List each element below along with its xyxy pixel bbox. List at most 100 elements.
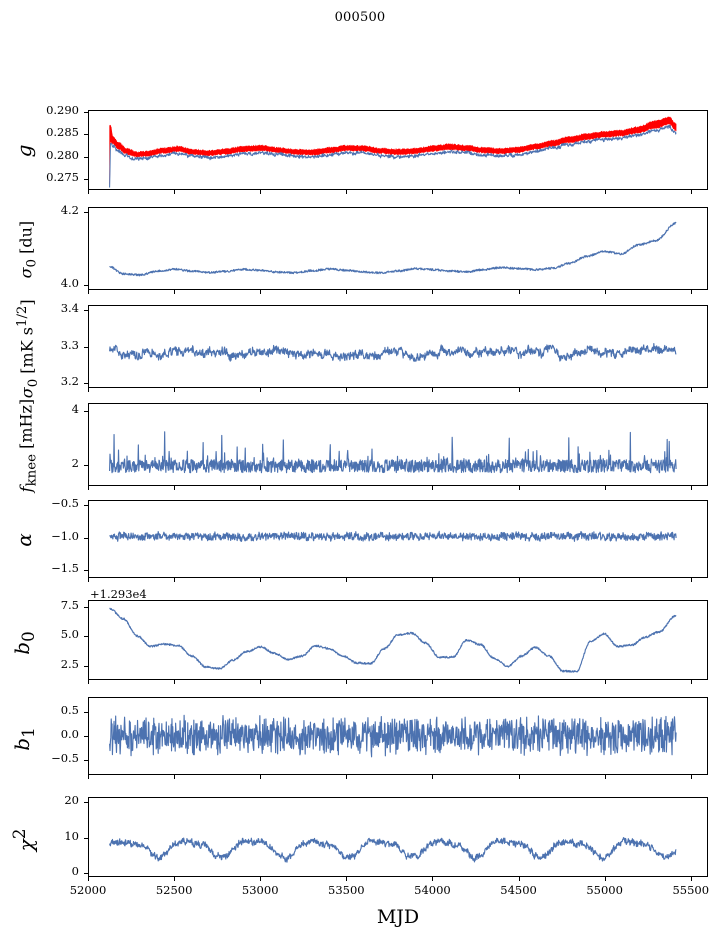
x-tick-mark [346,290,348,294]
y-tick-mark [84,636,88,638]
x-tick-mark [174,775,176,779]
y-axis-label-f-knee-mhz-: fknee [mHz] [16,398,40,492]
y-tick-mark [84,382,88,384]
y-tick-mark [84,411,88,413]
x-tick-mark [604,775,606,779]
x-tick-mark [690,775,692,779]
x-tick-mark [690,680,692,684]
x-tick-mark [604,190,606,194]
x-tick-mark [88,578,89,582]
x-tick-mark [174,190,176,194]
y-tick-label: 0.5 [60,703,79,718]
y-tick-label: 5.0 [60,627,79,642]
y-tick-label: −1.0 [51,528,79,543]
x-tick-mark [432,486,434,490]
y-tick-label: 0.290 [46,103,79,118]
y-tick-mark [84,837,88,839]
x-tick-mark [690,578,692,582]
x-tick-mark [346,578,348,582]
y-tick-label: 4.2 [60,203,79,218]
x-tick-mark [690,877,692,881]
figure-title: 000500 [334,10,386,25]
y-tick-mark [84,464,88,466]
x-tick-mark [604,388,606,392]
y-axis-label-b-1: b1 [10,727,38,751]
y-tick-mark [84,712,88,714]
x-tick-mark [260,578,262,582]
x-tick-label: 54500 [500,883,537,897]
x-tick-mark [432,775,434,779]
x-tick-mark [432,290,434,294]
y-tick-label: 0 [71,863,79,878]
y-tick-label: −1.5 [51,561,79,576]
x-tick-labels: 52000 52500 53000 53500 54000 54500 55000 55500 [0,883,720,901]
x-tick-mark [260,290,262,294]
x-tick-mark [346,486,348,490]
plot-panel-f-knee-mhz- [88,403,708,486]
x-tick-mark [690,388,692,392]
y-tick-label: 2 [71,455,79,470]
x-tick-mark [604,578,606,582]
x-tick-label: 54000 [414,883,451,897]
x-tick-mark [432,190,434,194]
x-tick-mark [432,388,434,392]
y-tick-mark [84,212,88,214]
x-tick-mark [518,578,520,582]
y-tick-label: 7.5 [60,598,79,613]
plot-panel-b-0 [88,600,708,680]
y-tick-mark [84,156,88,158]
x-tick-mark [518,877,520,881]
y-tick-mark [84,134,88,136]
x-tick-mark [174,680,176,684]
y-tick-mark [84,736,88,737]
x-tick-mark [604,877,606,881]
x-tick-label: 53000 [241,883,279,897]
x-tick-mark [604,680,606,684]
y-axis-label-b-0: b0 [10,631,38,655]
x-tick-mark [518,486,520,490]
x-tick-label: 55000 [586,883,623,897]
plot-panel-sigma-0-du- [88,207,708,290]
x-tick-mark [346,388,348,392]
y-tick-label: −0.5 [51,750,79,765]
x-tick-mark [518,775,520,779]
x-tick-mark [88,190,89,194]
y-tick-mark [84,178,88,180]
y-tick-label: 4.0 [60,275,79,290]
axis-offset-text: +1.293e4 [90,587,147,601]
x-tick-mark [346,190,348,194]
x-tick-mark [346,680,348,684]
y-tick-label: 20 [64,793,79,808]
y-tick-mark [84,284,88,286]
plot-panel-chi-2 [88,797,708,877]
y-axis-label-chi-2: χ2 [10,828,38,852]
x-tick-mark [518,388,520,392]
x-tick-mark [174,388,176,392]
x-tick-mark [88,388,89,392]
x-tick-mark [260,190,262,194]
y-tick-label: 0.0 [60,727,79,741]
x-tick-mark [88,290,89,294]
y-tick-mark [84,570,88,572]
x-tick-label: 52000 [69,883,107,897]
y-tick-label: 4 [71,402,79,417]
x-tick-mark [432,877,434,881]
x-tick-mark [260,388,262,392]
y-tick-label: −0.5 [51,496,79,511]
plot-panel-alpha [88,500,708,578]
x-tick-mark [432,680,434,684]
x-axis-label: MJD [376,906,420,928]
x-tick-mark [346,877,348,881]
x-tick-mark [174,290,176,294]
y-tick-mark [84,872,88,874]
x-tick-mark [260,775,262,779]
y-tick-label: 0.275 [46,169,79,184]
x-tick-mark [604,486,606,490]
y-tick-mark [84,310,88,312]
y-tick-mark [84,802,88,804]
y-tick-label: 0.285 [46,125,79,140]
plot-panel-b-1 [88,697,708,775]
x-tick-mark [690,486,692,490]
y-tick-mark [84,607,88,609]
